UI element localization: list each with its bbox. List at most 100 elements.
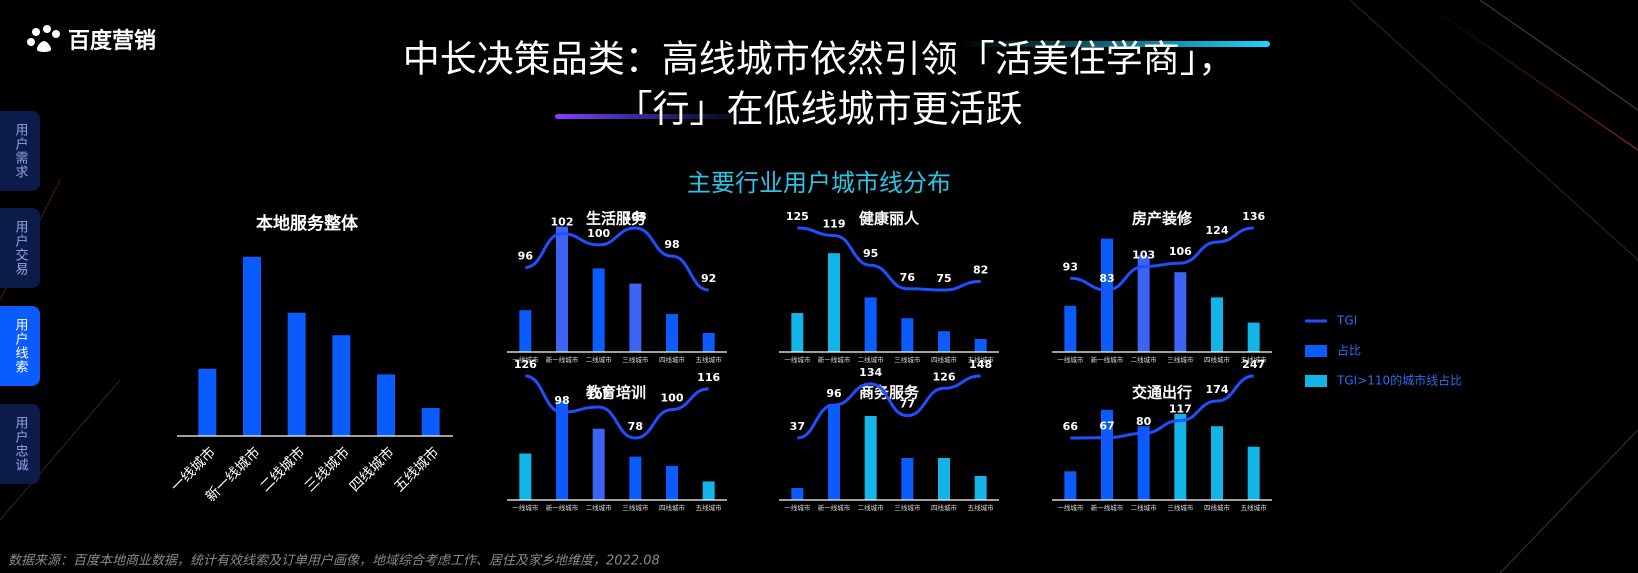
bar [974,339,987,352]
nav-tab[interactable]: 用户需求 [0,111,40,191]
bar [938,331,950,352]
bar [243,256,261,436]
bar [666,465,678,500]
x-tick-label: 四线城市 [659,503,686,512]
title-line: 中长决策品类：高线城市依然引领「活美住学商」， [403,38,1236,81]
bar [1101,238,1113,352]
bar [519,453,532,500]
x-tick-label: 二线城市 [586,503,613,512]
x-tick-label: 新一线城市 [818,503,851,512]
x-tick-label: 三线城市 [894,355,921,364]
value-label: 67 [1099,420,1114,433]
bar [666,314,678,352]
legend-swatch [1305,345,1327,357]
value-label: 124 [1206,224,1229,237]
bar [556,226,568,352]
x-tick-label: 新一线城市 [546,503,579,512]
logo-text: 百度营销 [68,28,156,54]
bar [592,268,605,352]
legend-swatch [1305,375,1327,387]
x-tick-label: 三线城市 [622,503,649,512]
value-label: 134 [859,366,882,379]
bar [1211,297,1223,352]
x-tick-label: 五线城市 [968,503,995,512]
value-label: 103 [1132,249,1155,262]
value-label: 78 [628,420,643,433]
chart-title: 生活服务 [586,210,647,228]
value-label: 116 [697,371,720,384]
value-label: 80 [1136,415,1152,428]
chart-title: 商务服务 [859,384,920,402]
x-tick-label: 四线城市 [931,355,958,364]
value-label: 98 [554,394,569,407]
bar [1101,409,1113,500]
bar [938,458,950,500]
value-label: 126 [514,358,537,371]
x-tick-label: 二线城市 [1131,503,1158,512]
bar [828,253,840,352]
value-label: 136 [1242,210,1265,223]
bar [702,481,715,500]
bar [421,408,440,436]
x-tick-label: 五线城市 [1241,503,1268,512]
bar [1064,305,1077,352]
decoration [555,114,755,119]
bar [828,404,840,500]
bar [901,458,914,500]
x-tick-label: 一线城市 [512,503,539,512]
bar [1064,471,1077,500]
footer: 数据来源：百度本地商业数据，统计有效线索及订单用户画像，地域综合考虑工作、居住及… [8,553,660,569]
title-line: 「行」在低线城市更活跃 [616,88,1023,131]
value-label: 82 [973,263,988,276]
x-tick-label: 三线城市 [894,503,921,512]
subtitle: 主要行业用户城市线分布 [687,169,951,197]
bar [974,476,987,500]
tgi-line [1070,226,1254,292]
bar [864,297,877,352]
x-tick-label: 四线城市 [659,355,686,364]
bar [1137,426,1150,500]
x-tick-label: 四线城市 [346,444,398,496]
value-label: 102 [551,216,574,229]
x-tick-label: 二线城市 [858,355,885,364]
nav-tab[interactable]: 用户线索 [0,306,40,386]
value-label: 76 [900,271,916,284]
x-tick-label: 五线城市 [696,355,723,364]
x-tick-label: 三线城市 [301,444,353,496]
value-label: 103 [624,210,647,223]
legend-label: TGI>110的城市线占比 [1336,373,1462,388]
legend-label: TGI [1336,314,1357,328]
bar [791,488,804,500]
bar [1247,322,1260,352]
value-label: 106 [1169,245,1192,258]
bar [377,374,395,436]
bar [901,318,914,352]
value-label: 93 [1063,260,1078,273]
x-tick-label: 二线城市 [257,444,309,496]
x-tick-label: 四线城市 [1204,503,1231,512]
value-label: 102 [587,389,610,402]
x-tick-label: 一线城市 [512,355,539,364]
value-label: 98 [664,238,679,251]
chart-title: 房产装修 [1132,210,1193,228]
x-tick-label: 四线城市 [931,503,958,512]
value-label: 83 [1099,272,1114,285]
bar [332,335,351,436]
x-tick-label: 五线城市 [696,503,723,512]
bar [592,428,605,500]
nav-tab[interactable]: 用户交易 [0,208,40,288]
tgi-line [797,226,981,292]
value-label: 37 [790,420,805,433]
tgi-line [525,374,709,440]
value-label: 119 [823,217,846,230]
tgi-line [525,226,709,292]
bar [1211,426,1223,500]
legend-label: 占比 [1337,343,1361,358]
value-label: 174 [1206,383,1229,396]
nav-tab[interactable]: 用户忠诚 [0,404,40,484]
bar [198,368,217,436]
value-label: 96 [826,387,842,400]
tgi-line [797,374,981,440]
